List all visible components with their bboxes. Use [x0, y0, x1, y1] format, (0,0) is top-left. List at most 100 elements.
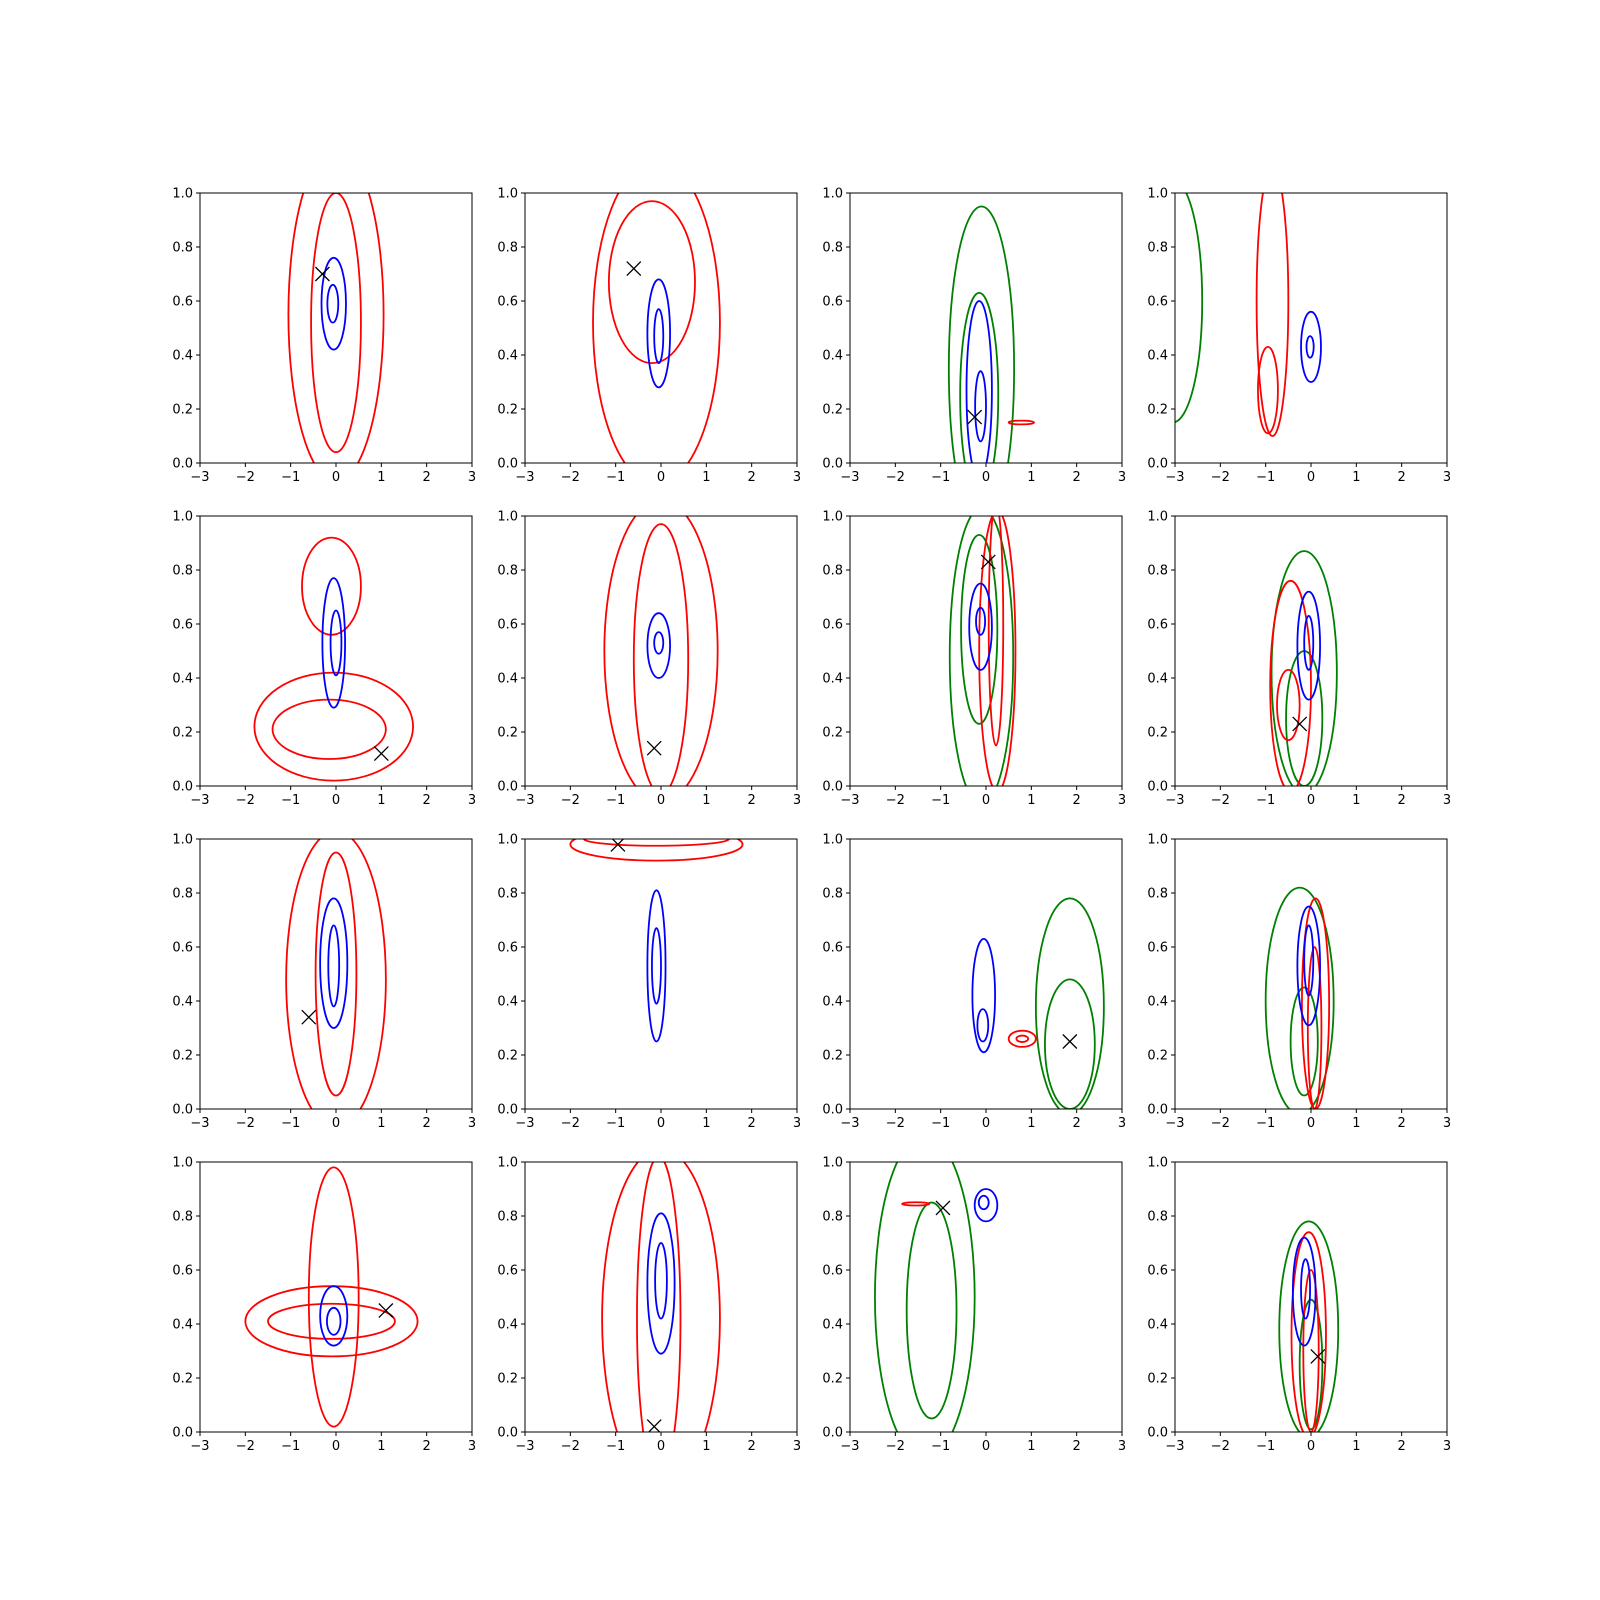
x-tick-label: −1	[606, 793, 625, 808]
x-tick-label: 0	[657, 470, 665, 485]
y-tick-label: 0.0	[822, 1426, 843, 1441]
x-tick-label: 0	[657, 793, 665, 808]
contour-blue-4	[1296, 905, 1321, 1027]
contour-green-0	[1278, 1220, 1340, 1432]
contour-green-0	[874, 1162, 976, 1432]
y-tick-label: 0.2	[172, 1049, 193, 1064]
contour-blue-4	[326, 1306, 342, 1336]
x-tick-label: 3	[1443, 470, 1451, 485]
x-tick-label: 3	[793, 1116, 801, 1131]
x-tick-label: 1	[1027, 470, 1035, 485]
axes-frame	[199, 838, 473, 1110]
x-tick-label: 0	[1307, 1116, 1315, 1131]
axes-frame	[1174, 1161, 1448, 1433]
y-tick-label: 0.8	[822, 564, 843, 579]
x-tick-label: 0	[982, 793, 990, 808]
plot-area	[592, 193, 721, 463]
x-tick-label: −1	[606, 470, 625, 485]
y-tick-label: 0.2	[1147, 726, 1168, 741]
subplot-1-0: −3 −2 −1 0 1 2 3 0.0 0.2 0.4 0.6 0.8 1.0	[172, 510, 476, 809]
x-marker-stroke	[935, 1200, 951, 1216]
y-tick-label: 1.0	[1147, 510, 1168, 525]
subplot-1-3: −3 −2 −1 0 1 2 3 0.0 0.2 0.4 0.6 0.8 1.0	[1147, 510, 1451, 809]
x-tick-label: 2	[423, 1439, 431, 1454]
x-marker	[646, 1419, 662, 1432]
y-tick-label: 0.8	[822, 241, 843, 256]
x-tick-label: 3	[1443, 1439, 1451, 1454]
y-tick-label: 1.0	[172, 510, 193, 525]
y-tick-label: 0.0	[172, 1103, 193, 1118]
x-tick-label: −1	[606, 1439, 625, 1454]
axes-frame	[199, 515, 473, 787]
y-tick-label: 0.2	[822, 1049, 843, 1064]
y-tick-label: 0.8	[172, 1210, 193, 1225]
y-tick-label: 0.6	[1147, 941, 1168, 956]
x-tick-label: −3	[1165, 470, 1184, 485]
x-tick-label: −1	[281, 793, 300, 808]
x-tick-label: 1	[1027, 1439, 1035, 1454]
x-tick-label: 1	[377, 470, 385, 485]
x-tick-label: −1	[931, 1116, 950, 1131]
axes-frame	[1174, 838, 1448, 1110]
x-tick-label: 2	[748, 793, 756, 808]
x-tick-label: −1	[281, 1439, 300, 1454]
x-tick-label: −3	[515, 793, 534, 808]
x-marker	[967, 409, 983, 425]
x-tick-label: 3	[1118, 1439, 1126, 1454]
contour-green-0	[1175, 193, 1204, 424]
x-tick-label: −1	[281, 470, 300, 485]
x-tick-label: −2	[1211, 470, 1230, 485]
y-tick-label: 0.4	[172, 995, 193, 1010]
axes-frame	[1174, 192, 1448, 464]
y-tick-label: 0.6	[172, 1264, 193, 1279]
x-tick-label: −3	[190, 1439, 209, 1454]
x-tick-label: 2	[1073, 1439, 1081, 1454]
contour-blue-2	[319, 897, 349, 1029]
subplot-1-2: −3 −2 −1 0 1 2 3 0.0 0.2 0.4 0.6 0.8 1.0	[822, 510, 1126, 809]
contour-green-0	[947, 205, 1015, 463]
x-marker	[935, 1200, 951, 1216]
y-tick-label: 0.2	[497, 403, 518, 418]
contour-blue-4	[329, 609, 343, 677]
contour-red-1	[1255, 193, 1290, 437]
x-tick-label: 0	[657, 1116, 665, 1131]
plot-area	[947, 205, 1035, 463]
contour-blue-2	[965, 300, 993, 463]
contour-blue-3	[653, 631, 665, 655]
contour-red-0	[569, 839, 744, 862]
x-marker	[378, 1303, 394, 1318]
contour-blue-2	[320, 256, 347, 351]
y-tick-label: 0.0	[1147, 1103, 1168, 1118]
y-tick-label: 0.8	[1147, 887, 1168, 902]
x-tick-label: 1	[1352, 470, 1360, 485]
x-tick-label: −2	[561, 793, 580, 808]
plot-area	[1278, 1220, 1340, 1432]
x-tick-label: 0	[982, 1116, 990, 1131]
x-marker-stroke	[980, 554, 996, 570]
x-marker-stroke	[967, 409, 983, 425]
x-tick-label: −1	[1256, 793, 1275, 808]
y-tick-label: 0.6	[497, 295, 518, 310]
contour-green-1	[1044, 978, 1096, 1109]
contour-red-1	[632, 523, 690, 786]
contour-blue-3	[651, 927, 662, 1005]
contour-red-2	[267, 1302, 396, 1340]
y-tick-label: 0.4	[172, 349, 193, 364]
contour-green-1	[1289, 986, 1319, 1097]
y-tick-label: 1.0	[1147, 1156, 1168, 1171]
y-tick-label: 0.0	[1147, 457, 1168, 472]
y-tick-label: 0.0	[822, 457, 843, 472]
x-tick-label: −1	[931, 793, 950, 808]
x-marker-stroke	[610, 839, 625, 852]
x-tick-label: 3	[793, 793, 801, 808]
y-tick-label: 1.0	[822, 1156, 843, 1171]
x-marker-stroke	[373, 746, 389, 762]
y-tick-label: 0.8	[497, 241, 518, 256]
x-tick-label: 1	[1027, 793, 1035, 808]
x-tick-label: 3	[1118, 470, 1126, 485]
plot-area	[244, 1166, 419, 1428]
y-tick-label: 0.0	[822, 780, 843, 795]
x-tick-label: 3	[793, 470, 801, 485]
contour-blue-3	[653, 308, 665, 365]
x-tick-label: 2	[1398, 1439, 1406, 1454]
